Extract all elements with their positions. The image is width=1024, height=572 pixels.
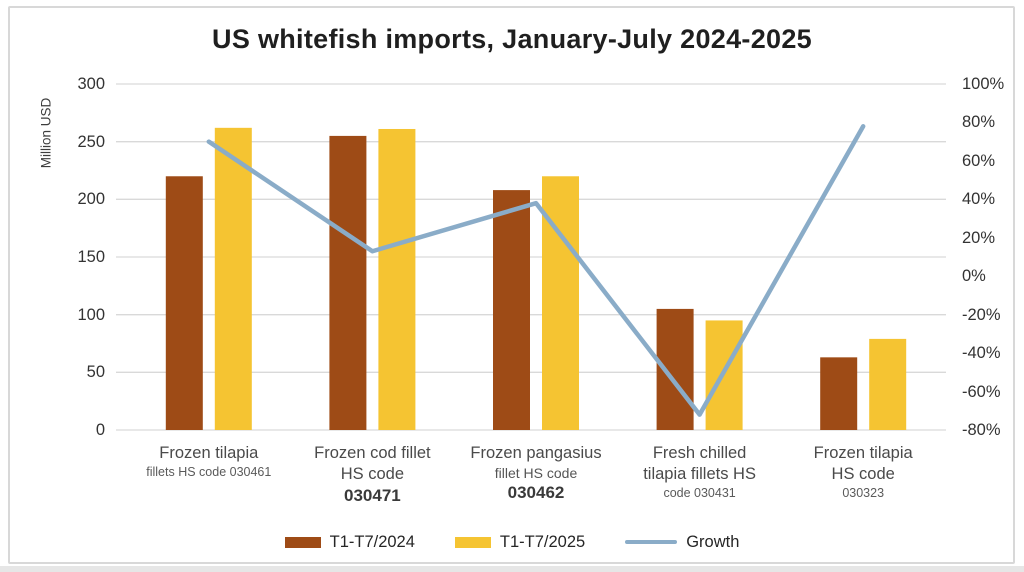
category-label-line: tilapia fillets HS — [643, 465, 756, 483]
left-tick-200: 200 — [77, 190, 105, 209]
legend-label-2025: T1-T7/2025 — [499, 532, 586, 551]
growth-line — [206, 124, 866, 417]
bar-T1-T7/2025-cat5 — [869, 338, 907, 430]
category-label-line: 030462 — [507, 483, 565, 502]
legend: T1-T7/2024 T1-T7/2025 Growth — [0, 527, 1024, 557]
bar-T1-T7/2024-cat2 — [329, 135, 367, 430]
bar-T1-T7/2025-cat2 — [378, 128, 416, 431]
category-label-line: fillets HS code 030461 — [146, 465, 272, 479]
category-label-line: code 030431 — [663, 486, 736, 500]
category-label-line: Frozen pangasius — [470, 444, 602, 462]
right-tick-100pct: 100% — [962, 75, 1005, 93]
category-label-line: 030323 — [842, 486, 885, 500]
legend-swatch-growth-line — [625, 539, 678, 545]
left-tick-50: 50 — [86, 363, 105, 382]
right-tick-0pct: 0% — [962, 267, 986, 286]
category-label-1: Frozen tilapia fillets HS code 030461 — [124, 443, 294, 481]
category-label-line: Frozen tilapia — [813, 444, 913, 462]
right-tick--60pct: -60% — [962, 382, 1001, 401]
category-label-5: Frozen tilapia HS code 030323 — [778, 443, 948, 502]
category-label-3: Frozen pangasius fillet HS code 030462 — [451, 443, 621, 503]
legend-item-growth: Growth — [625, 533, 739, 552]
left-tick-150: 150 — [77, 248, 105, 266]
chart-title: US whitefish imports, January-July 2024-… — [212, 24, 812, 54]
category-label-2: Frozen cod fillet HS code 030471 — [287, 443, 457, 506]
legend-item-2024: T1-T7/2024 — [284, 532, 415, 552]
right-tick-40pct: 40% — [962, 190, 996, 209]
category-label-line: HS code — [340, 465, 405, 483]
category-label-line: Fresh chilled — [652, 444, 747, 462]
legend-item-2025: T1-T7/2025 — [454, 532, 586, 552]
left-tick-300: 300 — [77, 75, 105, 93]
left-tick-100: 100 — [77, 305, 105, 324]
bar-T1-T7/2024-cat3 — [493, 190, 530, 430]
category-label-line: fillet HS code — [494, 465, 578, 481]
right-tick--20pct: -20% — [962, 305, 1001, 324]
category-label-4: Fresh chilled tilapia fillets HS code 0304… — [615, 443, 785, 502]
bar-T1-T7/2024-cat1 — [165, 176, 203, 430]
left-tick-250: 250 — [77, 132, 105, 151]
right-tick--80pct: -80% — [962, 421, 1001, 439]
bar-T1-T7/2025-cat3 — [542, 176, 579, 430]
legend-swatch-2024-bar — [284, 536, 321, 548]
legend-label-2024: T1-T7/2024 — [329, 532, 415, 551]
bar-T1-T7/2024-cat5 — [820, 357, 858, 430]
right-tick-20pct: 20% — [962, 228, 996, 247]
right-tick-60pct: 60% — [962, 151, 996, 170]
window-bottom-edge — [0, 566, 1024, 572]
legend-swatch-2025-bar — [454, 536, 491, 548]
right-tick--40pct: -40% — [962, 344, 1001, 363]
category-label-line: Frozen cod fillet — [314, 444, 431, 462]
category-label-line: 030471 — [344, 486, 401, 505]
right-tick-80pct: 80% — [962, 113, 996, 132]
category-label-line: Frozen tilapia — [159, 444, 259, 462]
bar-T1-T7/2025-cat1 — [214, 127, 252, 431]
legend-label-growth: Growth — [686, 532, 740, 551]
left-tick-0: 0 — [95, 421, 105, 439]
category-label-line: HS code — [831, 465, 895, 483]
